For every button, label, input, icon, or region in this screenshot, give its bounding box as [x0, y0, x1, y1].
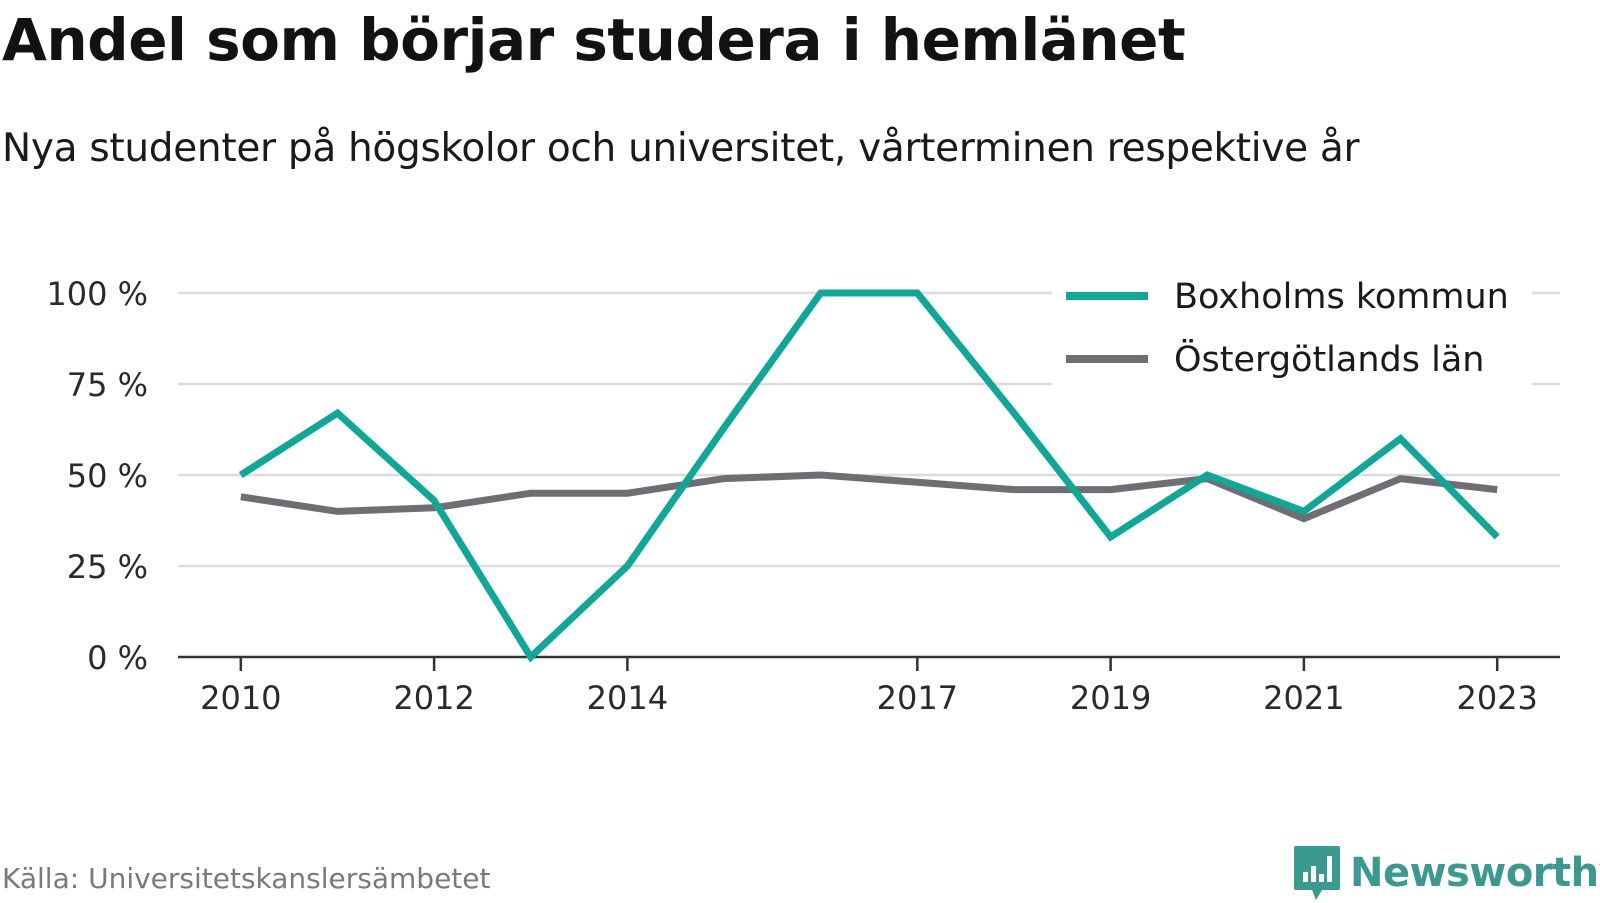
x-tick-label: 2023 — [1456, 679, 1537, 717]
newsworthy-logo-icon — [1294, 846, 1340, 900]
legend-label: Boxholms kommun — [1174, 277, 1509, 317]
brand-logo[interactable]: Newsworthy — [1292, 843, 1600, 903]
y-tick-label: 100 % — [46, 275, 148, 313]
y-tick-label: 0 % — [87, 639, 148, 677]
series-line-boxholms-kommun — [238, 289, 1500, 663]
legend-background — [1052, 262, 1532, 388]
x-tick-label: 2019 — [1070, 679, 1151, 717]
x-tick-label: 2017 — [877, 679, 958, 717]
x-tick-label: 2021 — [1263, 679, 1344, 717]
x-tick-label: 2012 — [393, 679, 474, 717]
legend-label: Östergötlands län — [1174, 338, 1484, 380]
x-tick-label: 2014 — [587, 679, 668, 717]
x-tick-label: 2010 — [200, 679, 281, 717]
series-line-östergötlands-län — [240, 471, 1498, 523]
chart-title: Andel som börjar studera i hemlänet — [2, 6, 1186, 74]
chart-subtitle: Nya studenter på högskolor och universit… — [2, 126, 1360, 171]
y-tick-label: 25 % — [67, 548, 148, 586]
source-note: Källa: Universitetskanslersämbetet — [2, 862, 491, 895]
brand-name: Newsworthy — [1350, 850, 1600, 896]
y-tick-label: 50 % — [67, 457, 148, 495]
y-tick-label: 75 % — [67, 366, 148, 404]
